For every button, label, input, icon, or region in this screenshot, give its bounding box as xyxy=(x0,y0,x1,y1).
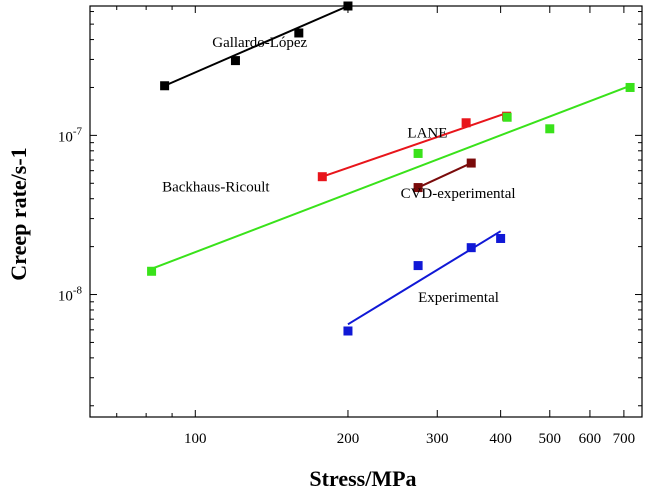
data-point-backhaus-ricoult xyxy=(147,266,157,276)
data-point-lane xyxy=(461,118,471,128)
data-point-backhaus-ricoult xyxy=(545,124,555,134)
fit-line-cvd-experimental xyxy=(417,162,472,189)
y-tick-label: 10-7 xyxy=(58,125,83,145)
x-tick-label: 100 xyxy=(184,431,207,447)
series-label-lane: LANE xyxy=(407,125,447,141)
data-markers xyxy=(147,1,635,336)
data-point-gallardo-l-pez xyxy=(294,28,304,38)
x-tick-label: 600 xyxy=(579,431,602,447)
data-point-gallardo-l-pez xyxy=(343,1,353,11)
data-point-backhaus-ricoult xyxy=(413,148,423,158)
data-point-experimental xyxy=(496,233,506,243)
fit-line-experimental xyxy=(347,230,502,326)
series-label-experimental: Experimental xyxy=(418,290,499,306)
data-point-backhaus-ricoult xyxy=(502,112,512,122)
fit-line-backhaus-ricoult xyxy=(151,84,631,270)
data-point-lane xyxy=(317,172,327,182)
series-label-backhaus-ricoult: Backhaus-Ricoult xyxy=(162,179,270,195)
x-tick-label: 400 xyxy=(489,431,512,447)
y-tick-label: 10-8 xyxy=(58,285,83,305)
data-point-experimental xyxy=(466,243,476,253)
data-point-cvd-experimental xyxy=(466,158,476,168)
data-point-experimental xyxy=(343,326,353,336)
fit-lines xyxy=(151,5,631,326)
series-label-gallardo-l-pez: Gallardo-López xyxy=(212,35,307,51)
x-tick-label: 500 xyxy=(539,431,562,447)
x-axis-title: Stress/MPa xyxy=(309,466,416,491)
data-point-gallardo-l-pez xyxy=(160,81,170,91)
data-point-backhaus-ricoult xyxy=(625,82,635,92)
data-point-cvd-experimental xyxy=(413,183,423,193)
plot-frame xyxy=(89,5,643,418)
axis-ticks: 100 200 300 400 500 600 700 10-8 10-7 xyxy=(58,6,642,447)
series-label-cvd-experimental: CVD-experimental xyxy=(401,186,516,202)
x-tick-label: 300 xyxy=(426,431,449,447)
x-tick-label: 700 xyxy=(613,431,636,447)
x-tick-label: 200 xyxy=(337,431,360,447)
fit-line-lane xyxy=(321,112,507,178)
data-point-experimental xyxy=(413,261,423,271)
y-axis-title: Creep rate/s-1 xyxy=(6,147,31,280)
fit-line-gallardo-l-pez xyxy=(164,5,349,87)
series-labels: Gallardo-López LANE CVD-experimental Backha… xyxy=(162,35,516,306)
data-point-gallardo-l-pez xyxy=(230,56,240,66)
